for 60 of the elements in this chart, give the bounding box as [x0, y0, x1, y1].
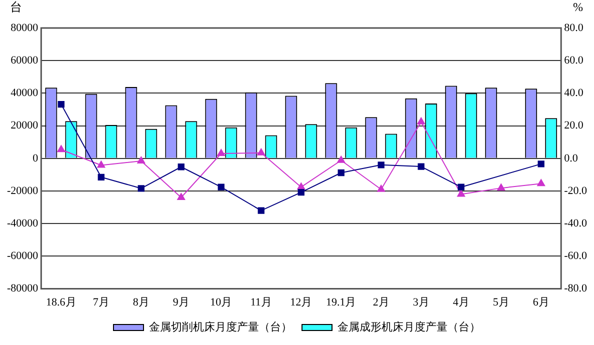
y2-tick-label: 20.0 — [564, 120, 584, 132]
y-tick-label: 60000 — [10, 54, 39, 66]
point — [538, 160, 544, 168]
x-tick-label: 8月 — [132, 296, 150, 308]
point — [418, 163, 424, 170]
y2-tick-label: 0.0 — [564, 152, 578, 164]
y-tick-label: -80000 — [6, 282, 39, 295]
point — [178, 164, 184, 170]
point — [337, 156, 346, 163]
point — [258, 207, 264, 214]
point — [298, 188, 304, 196]
x-tick-label: 19.1月 — [326, 296, 356, 308]
x-tick-label: 5月 — [492, 296, 510, 308]
point — [98, 174, 104, 180]
x-tick-label: 12月 — [290, 296, 312, 308]
point — [58, 100, 64, 108]
y2-tick-label: 80.0 — [564, 22, 584, 34]
y-tick-label: -60000 — [6, 250, 39, 262]
point — [377, 184, 386, 192]
x-tick-label: 7月 — [92, 296, 110, 308]
point — [177, 193, 186, 200]
point — [338, 169, 344, 176]
y2-tick-label: -40.0 — [564, 217, 588, 230]
point — [497, 184, 506, 191]
point — [137, 156, 146, 164]
legend-label: 金属切削机床月度产量（台） — [149, 320, 292, 334]
point — [537, 179, 546, 186]
point — [218, 184, 224, 190]
y-axis-title: 台 — [10, 0, 22, 14]
point — [257, 148, 266, 156]
point — [297, 182, 306, 190]
y2-tick-label: -60.0 — [564, 250, 588, 262]
point — [57, 145, 66, 152]
y-tick-label: 80000 — [10, 22, 39, 34]
x-tick-label: 6月 — [532, 296, 550, 308]
y-tick-label: 20000 — [10, 120, 39, 132]
x-tick-label: 4月 — [452, 296, 470, 308]
y2-tick-label: -20.0 — [564, 184, 588, 197]
point — [97, 160, 106, 168]
point — [458, 184, 464, 190]
point — [217, 149, 226, 156]
legend-label: 金属成形机床月度产量（台） — [338, 320, 480, 334]
y2-axis-title: % — [573, 0, 583, 14]
y-tick-label: -40000 — [6, 217, 39, 230]
point — [378, 162, 384, 168]
point — [457, 190, 466, 197]
y-tick-label: 0 — [32, 152, 39, 164]
x-tick-label: 3月 — [412, 296, 430, 308]
point — [417, 117, 426, 124]
y2-tick-label: 40.0 — [564, 87, 584, 100]
y-tick-label: -20000 — [6, 184, 39, 197]
x-tick-label: 9月 — [172, 296, 190, 308]
point — [138, 185, 144, 192]
x-tick-label: 2月 — [372, 296, 390, 308]
y2-tick-label: 60.0 — [564, 54, 584, 66]
x-tick-label: 18.6月 — [46, 296, 76, 308]
x-tick-label: 10月 — [210, 296, 232, 308]
y-tick-label: 40000 — [10, 87, 39, 100]
x-tick-label: 11月 — [250, 296, 272, 308]
y2-tick-label: -80.0 — [564, 282, 588, 295]
